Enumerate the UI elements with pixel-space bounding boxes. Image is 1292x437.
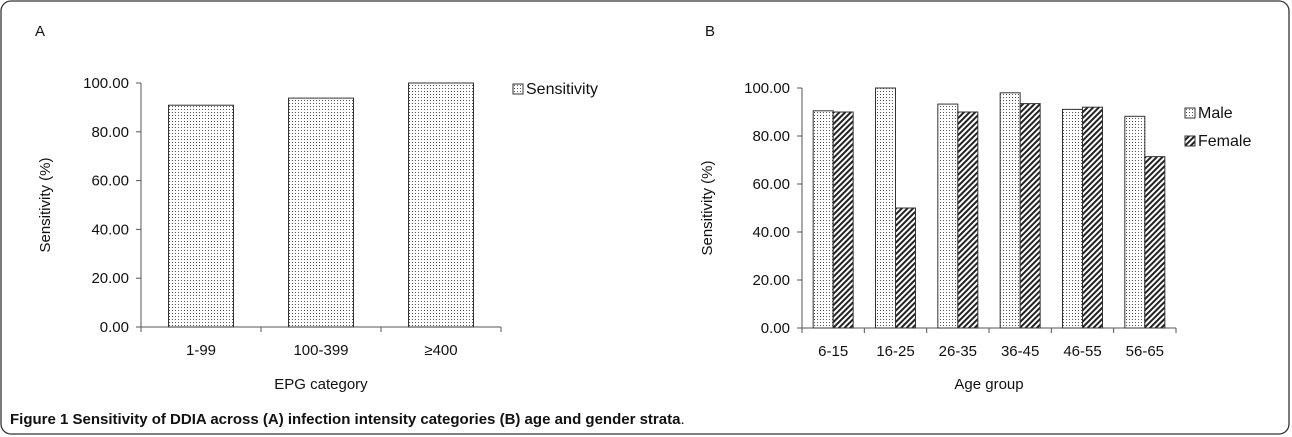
y-tick-label: 0.00 bbox=[100, 319, 129, 336]
caption-end: . bbox=[680, 411, 685, 428]
legend-swatch-female bbox=[1184, 135, 1196, 147]
bar-male-1625 bbox=[875, 87, 896, 329]
legend-label-male: Male bbox=[1198, 105, 1233, 122]
figure-caption: Figure 1 Sensitivity of DDIA across (A) … bbox=[10, 411, 1280, 428]
legend-swatch-sensitivity bbox=[512, 83, 524, 95]
y-tick-label: 80.00 bbox=[752, 128, 790, 145]
y-tick-label: 20.00 bbox=[752, 272, 790, 289]
x-axis-label: Age group bbox=[954, 376, 1023, 393]
bar-female-2635 bbox=[957, 111, 979, 329]
panel-a: A 0.00 20.00 40.00 60.00 80.00 100.00 1-99 100-3… bbox=[35, 23, 598, 393]
chart-panels: A 0.00 20.00 40.00 60.00 80.00 100.00 1-99 100-3… bbox=[35, 23, 1251, 393]
bar-female-3645 bbox=[1019, 103, 1041, 329]
y-tick-label: 100.00 bbox=[83, 75, 129, 92]
x-tick-label: 6-15 bbox=[818, 343, 848, 360]
legend: Sensitivity bbox=[512, 81, 598, 98]
bar-sensitivity-100399 bbox=[288, 97, 354, 328]
legend: Male Female bbox=[1184, 105, 1251, 150]
bar-female-4655 bbox=[1082, 106, 1103, 329]
caption-text: Sensitivity of DDIA across (A) infection… bbox=[72, 411, 681, 428]
bar-male-615 bbox=[812, 110, 834, 329]
y-tick-label: 40.00 bbox=[91, 221, 129, 238]
x-tick-label: ≥400 bbox=[424, 342, 457, 359]
x-tick-label: 1-99 bbox=[186, 342, 216, 359]
bar-sensitivity-400 bbox=[408, 82, 474, 328]
y-axis-label: Sensitivity (%) bbox=[37, 157, 54, 252]
bar-female-1625 bbox=[895, 207, 916, 329]
panel-label: A bbox=[35, 23, 45, 40]
panel-b: B 0.00 20.00 40.00 60.00 80.00 100.00 6-15 16-25… bbox=[699, 23, 1251, 393]
x-tick-label: 100-399 bbox=[293, 342, 348, 359]
y-tick-label: 20.00 bbox=[91, 270, 129, 287]
x-tick-label: 56-65 bbox=[1126, 343, 1164, 360]
y-tick-label: 80.00 bbox=[91, 124, 129, 141]
bar-sensitivity-199 bbox=[168, 104, 234, 328]
y-tick-label: 100.00 bbox=[744, 80, 790, 97]
x-tick-label: 36-45 bbox=[1001, 343, 1039, 360]
y-tick-label: 60.00 bbox=[91, 173, 129, 190]
legend-label-female: Female bbox=[1198, 133, 1251, 150]
x-tick-label: 16-25 bbox=[876, 343, 914, 360]
legend-label-sensitivity: Sensitivity bbox=[526, 81, 598, 98]
panel-label: B bbox=[705, 23, 715, 40]
bar-male-5665 bbox=[1124, 115, 1146, 329]
x-tick-label: 46-55 bbox=[1063, 343, 1101, 360]
x-tick-label: 26-35 bbox=[939, 343, 977, 360]
caption-label: Figure 1 bbox=[10, 411, 69, 428]
bar-female-5665 bbox=[1144, 156, 1166, 329]
y-tick-label: 40.00 bbox=[752, 224, 790, 241]
y-tick-label: 60.00 bbox=[752, 176, 790, 193]
x-axis-label: EPG category bbox=[274, 376, 368, 393]
bar-male-3645 bbox=[999, 92, 1021, 329]
bar-male-4655 bbox=[1062, 108, 1083, 329]
legend-swatch-male bbox=[1184, 107, 1196, 119]
y-tick-label: 0.00 bbox=[761, 320, 790, 337]
bar-female-615 bbox=[832, 111, 854, 329]
y-axis-label: Sensitivity (%) bbox=[699, 160, 716, 255]
bar-male-2635 bbox=[937, 103, 959, 329]
